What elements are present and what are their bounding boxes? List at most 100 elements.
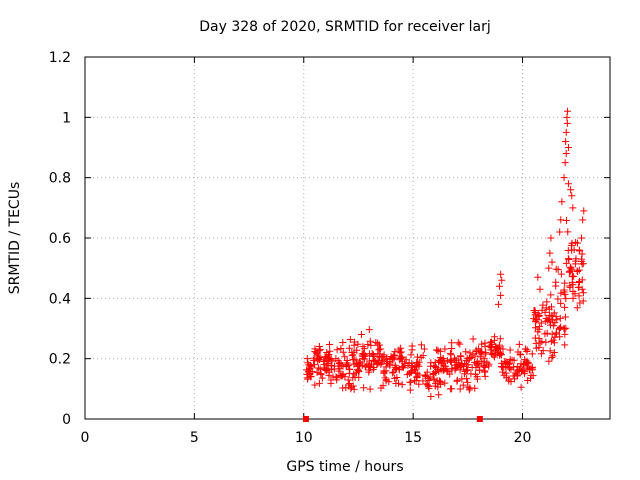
data-point bbox=[369, 365, 377, 373]
data-point bbox=[446, 370, 454, 378]
data-point bbox=[579, 297, 587, 305]
data-point bbox=[462, 348, 470, 356]
data-point bbox=[574, 283, 582, 291]
data-point bbox=[450, 354, 458, 362]
y-tick-label: 0 bbox=[62, 412, 71, 428]
data-point bbox=[498, 359, 506, 367]
data-point bbox=[427, 392, 435, 400]
data-point bbox=[482, 349, 490, 357]
data-point bbox=[547, 337, 555, 345]
data-point bbox=[564, 180, 572, 188]
data-point bbox=[550, 322, 558, 330]
data-point bbox=[531, 324, 539, 332]
data-point bbox=[350, 370, 358, 378]
data-point bbox=[572, 238, 580, 246]
data-point bbox=[419, 377, 427, 385]
data-point bbox=[550, 349, 558, 357]
data-point bbox=[433, 377, 441, 385]
data-point bbox=[365, 362, 373, 370]
data-point bbox=[509, 372, 517, 380]
data-point bbox=[552, 278, 560, 286]
data-point bbox=[552, 329, 560, 337]
data-point bbox=[553, 316, 561, 324]
data-point bbox=[350, 385, 358, 393]
data-point bbox=[453, 377, 461, 385]
data-point bbox=[314, 364, 322, 372]
data-point bbox=[339, 348, 347, 356]
data-point bbox=[398, 363, 406, 371]
data-point bbox=[311, 361, 319, 369]
data-point bbox=[337, 372, 345, 380]
data-point bbox=[337, 345, 345, 353]
data-point bbox=[481, 372, 489, 380]
data-point bbox=[562, 137, 570, 145]
data-point bbox=[508, 356, 516, 364]
data-point bbox=[304, 374, 312, 382]
data-point bbox=[412, 377, 420, 385]
chart-title: Day 328 of 2020, SRMTID for receiver lar… bbox=[199, 19, 491, 35]
data-point bbox=[398, 381, 406, 389]
data-point bbox=[566, 264, 574, 272]
data-point bbox=[542, 314, 550, 322]
data-point bbox=[560, 324, 568, 332]
data-point bbox=[397, 348, 405, 356]
data-point bbox=[441, 345, 449, 353]
data-point bbox=[311, 345, 319, 353]
data-point bbox=[481, 368, 489, 376]
data-point bbox=[412, 363, 420, 371]
x-tick-label: 10 bbox=[295, 430, 313, 446]
data-point bbox=[558, 198, 566, 206]
data-point bbox=[564, 228, 572, 236]
data-point bbox=[406, 378, 414, 386]
data-point bbox=[436, 378, 444, 386]
data-point bbox=[377, 345, 385, 353]
data-point bbox=[494, 344, 502, 352]
data-point bbox=[458, 361, 466, 369]
data-point bbox=[568, 265, 576, 273]
data-point bbox=[503, 359, 511, 367]
data-point bbox=[561, 313, 569, 321]
data-point bbox=[386, 359, 394, 367]
data-point bbox=[374, 350, 382, 358]
data-point bbox=[521, 345, 529, 353]
data-point bbox=[345, 381, 353, 389]
data-point bbox=[549, 352, 557, 360]
data-point bbox=[310, 354, 318, 362]
data-point bbox=[315, 343, 323, 351]
data-point bbox=[505, 360, 513, 368]
data-point bbox=[521, 356, 529, 364]
data-point bbox=[520, 370, 528, 378]
data-point bbox=[463, 366, 471, 374]
data-point bbox=[564, 255, 572, 263]
data-point bbox=[375, 346, 383, 354]
data-point bbox=[451, 364, 459, 372]
data-point bbox=[456, 340, 464, 348]
data-point bbox=[524, 376, 532, 384]
data-point bbox=[534, 273, 542, 281]
data-point bbox=[435, 356, 443, 364]
data-point bbox=[367, 341, 375, 349]
data-point bbox=[333, 376, 341, 384]
data-point bbox=[463, 366, 471, 374]
data-point bbox=[480, 363, 488, 371]
data-point bbox=[391, 374, 399, 382]
data-point bbox=[366, 385, 374, 393]
data-point bbox=[563, 119, 571, 127]
data-point bbox=[545, 311, 553, 319]
data-point bbox=[481, 363, 489, 371]
data-point bbox=[446, 349, 454, 357]
data-point bbox=[531, 318, 539, 326]
data-point bbox=[315, 379, 323, 387]
data-point bbox=[474, 361, 482, 369]
data-point bbox=[490, 336, 498, 344]
data-point bbox=[388, 369, 396, 377]
data-point bbox=[440, 358, 448, 366]
data-point bbox=[489, 351, 497, 359]
y-tick-label: 0.8 bbox=[49, 171, 71, 187]
data-point bbox=[316, 365, 324, 373]
data-point bbox=[443, 357, 451, 365]
data-point bbox=[476, 353, 484, 361]
data-point bbox=[499, 345, 507, 353]
data-point bbox=[535, 312, 543, 320]
data-point bbox=[547, 234, 555, 242]
